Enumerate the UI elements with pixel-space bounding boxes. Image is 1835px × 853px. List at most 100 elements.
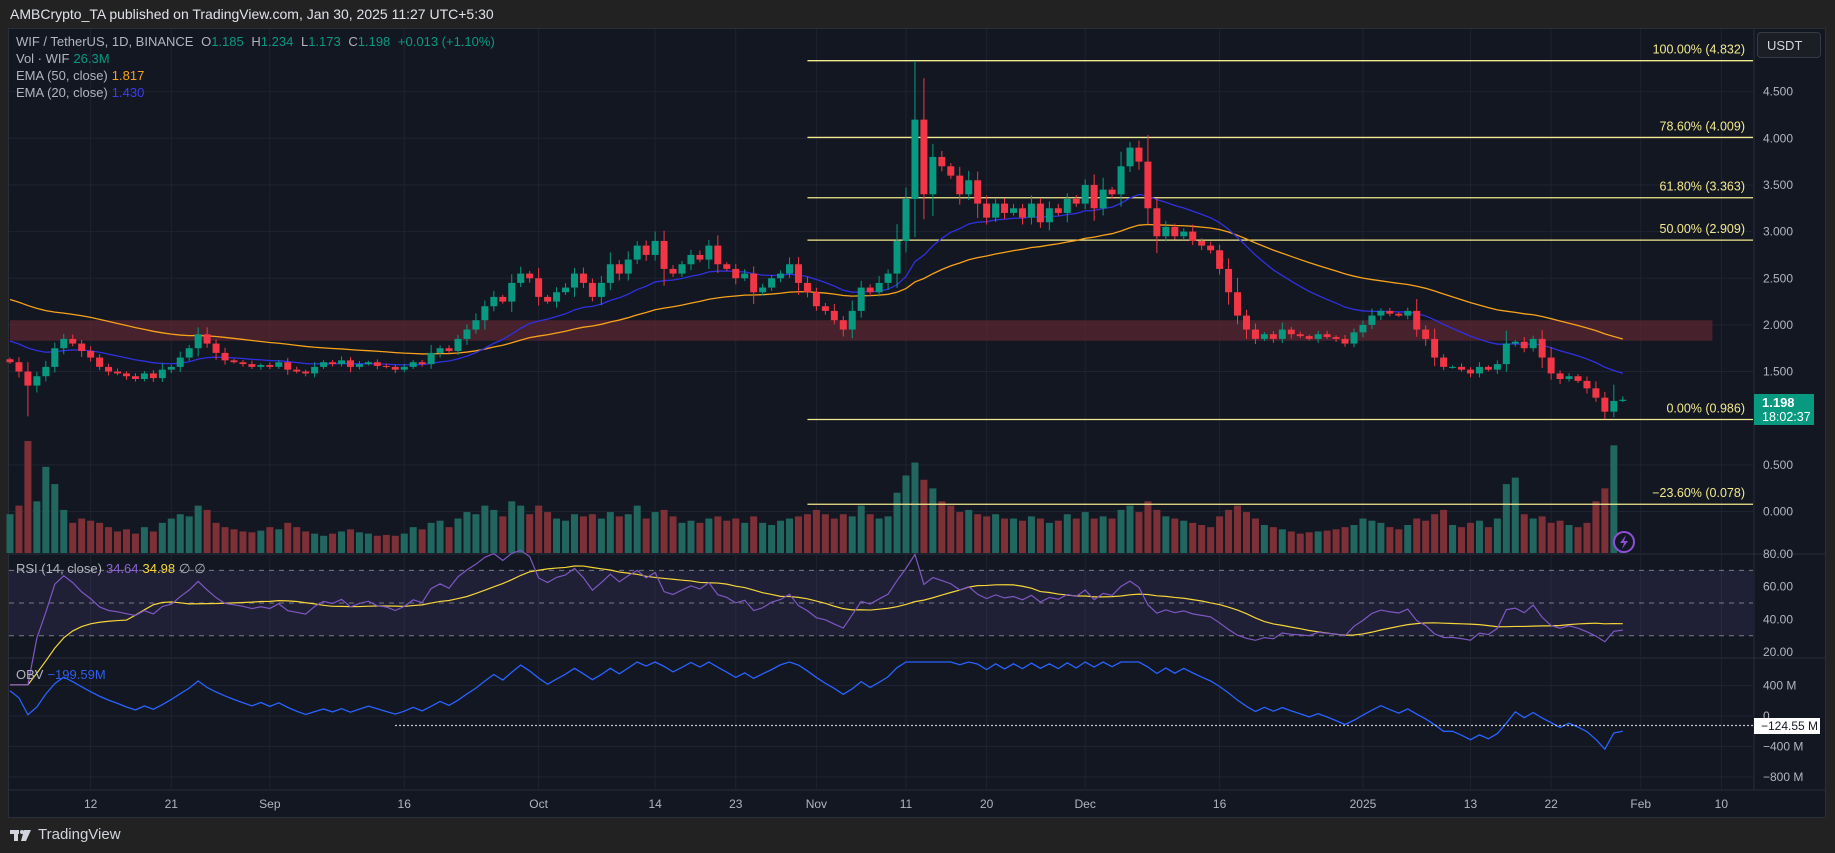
ema50-legend[interactable]: EMA (50, close) 1.817 [16,68,148,83]
candle-body [1189,231,1197,241]
candle [346,357,354,373]
candle-body [1601,397,1609,412]
volume-bar [929,488,937,553]
obv-legend[interactable]: OBV −199.59M [16,667,110,682]
rsi-ma-value: 34.98 [142,561,176,576]
volume-bar [1099,516,1107,553]
volume-legend[interactable]: Vol · WIF 26.3M [16,51,114,66]
candle-body [875,282,883,293]
volume-bar [1484,527,1492,553]
volume-bar [140,527,148,553]
candle [1359,320,1367,338]
volume-bar [42,466,50,553]
chart-panel[interactable] [8,28,1826,818]
candle-body [750,273,758,293]
candle [642,240,650,261]
candle [60,333,68,355]
candle-body [1216,250,1224,269]
volume-bar [696,522,704,553]
volume-bar [965,509,973,553]
volume-bar [687,520,695,553]
candle-body [122,373,130,377]
ema20-legend[interactable]: EMA (20, close) 1.430 [16,85,148,100]
volume-bar [114,531,122,553]
volume-bar [391,535,399,553]
candle-body [660,240,668,269]
volume-bar [167,518,175,553]
volume-bar [732,518,740,553]
candle-body [1350,332,1358,344]
volume-bar [1314,531,1322,553]
candle [373,359,381,370]
candle-body [1529,338,1537,349]
candle [920,78,928,220]
candle [1242,309,1250,339]
volume-bar [445,527,453,553]
candle-body [1242,315,1250,330]
candle [1260,332,1268,341]
volume-bar [1242,512,1250,553]
volume-bar [436,520,444,553]
ema20-label: EMA (20, close) [16,85,108,100]
candle [15,357,23,378]
candle [212,339,220,360]
candle [1458,363,1466,372]
candle [382,363,390,369]
candle [1332,335,1340,342]
candle [6,357,14,364]
candle [812,287,820,311]
candle [553,287,561,308]
date-tick-label: 13 [1464,797,1478,811]
candle [1234,277,1242,325]
price-tick-label: 0.000 [1763,505,1793,519]
candle-body [938,156,946,167]
candle [1305,334,1313,341]
candle-body [1556,373,1564,380]
volume-label: Vol · WIF [16,51,70,66]
volume-bar [911,462,919,553]
candle [1538,330,1546,368]
candle [1198,238,1206,251]
candle-body [1484,366,1492,370]
candle-body [965,180,973,195]
volume-bar [239,531,247,553]
candle-body [275,362,283,367]
currency-button[interactable]: USDT [1757,32,1821,58]
change-value: +0.013 (+1.10%) [397,34,495,49]
candle-body [338,360,346,365]
date-tick-label: 22 [1544,797,1558,811]
obv-tick-label: −400 M [1763,740,1803,754]
last-price-badge: 1.198 18:02:37 [1754,394,1814,425]
candle-body [6,359,14,363]
candle-body [947,166,955,176]
candle-body [311,366,319,374]
lightning-icon[interactable] [1613,531,1635,553]
symbol-name[interactable]: WIF / TetherUS, 1D, BINANCE [16,34,194,49]
candle [284,357,292,375]
volume-bar [1404,525,1412,553]
candle [122,371,130,380]
volume-bar [1350,525,1358,553]
candle-body [1287,329,1295,335]
date-tick-label: 16 [1213,797,1227,811]
fib-level-label: 50.00% (2.909) [1660,222,1745,236]
candle [723,262,731,272]
candle [436,345,444,358]
volume-bar [1431,514,1439,553]
ema50-label: EMA (50, close) [16,68,108,83]
candle-body [723,264,731,269]
volume-bar [176,514,184,553]
candle [167,364,175,374]
volume-bar [1251,518,1259,553]
volume-bar [741,522,749,553]
candle-body [24,371,32,386]
volume-bar [786,518,794,553]
rsi-legend[interactable]: RSI (14, close) 34.64 34.98 ∅ ∅ [16,561,210,577]
volume-bar [1368,520,1376,553]
volume-bar [472,514,480,553]
volume-bar [1377,522,1385,553]
date-tick-label: Dec [1075,797,1096,811]
candle [1135,140,1143,170]
candle-body [1547,357,1555,374]
